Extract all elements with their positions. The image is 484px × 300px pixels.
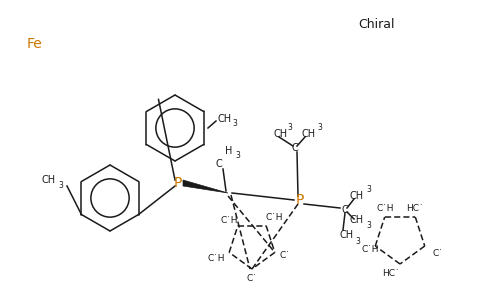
Text: CH: CH [350, 215, 364, 225]
Text: 3: 3 [366, 221, 371, 230]
Text: 3: 3 [355, 236, 360, 245]
Text: C: C [216, 159, 222, 169]
Text: C˙: C˙ [280, 251, 290, 260]
Text: C˙: C˙ [433, 249, 443, 258]
Text: HC˙: HC˙ [406, 204, 424, 213]
Text: CH: CH [350, 191, 364, 201]
Text: 3: 3 [317, 124, 322, 133]
Text: H: H [225, 146, 232, 156]
Text: P: P [174, 176, 182, 190]
Text: HC˙: HC˙ [382, 269, 400, 278]
Text: C˙H: C˙H [377, 204, 394, 213]
Text: CH: CH [339, 230, 353, 240]
Text: CH: CH [42, 175, 56, 185]
Text: 3: 3 [366, 185, 371, 194]
Text: C: C [292, 143, 298, 153]
Text: 3: 3 [235, 152, 240, 160]
Polygon shape [183, 180, 228, 193]
Text: 3: 3 [287, 124, 292, 133]
Text: C: C [342, 205, 348, 215]
Text: CH: CH [273, 129, 287, 139]
Text: 3: 3 [58, 182, 63, 190]
Text: CH: CH [301, 129, 315, 139]
Text: C˙: C˙ [247, 274, 257, 284]
Text: CH: CH [218, 114, 232, 124]
Text: C˙H: C˙H [266, 213, 283, 222]
Text: C˙H: C˙H [221, 216, 239, 225]
Text: C˙H: C˙H [362, 244, 379, 253]
Text: P: P [296, 193, 304, 207]
Text: Fe: Fe [27, 37, 43, 51]
Text: Chiral: Chiral [358, 18, 394, 31]
Text: C˙H: C˙H [207, 254, 225, 263]
Text: 3: 3 [232, 118, 237, 127]
